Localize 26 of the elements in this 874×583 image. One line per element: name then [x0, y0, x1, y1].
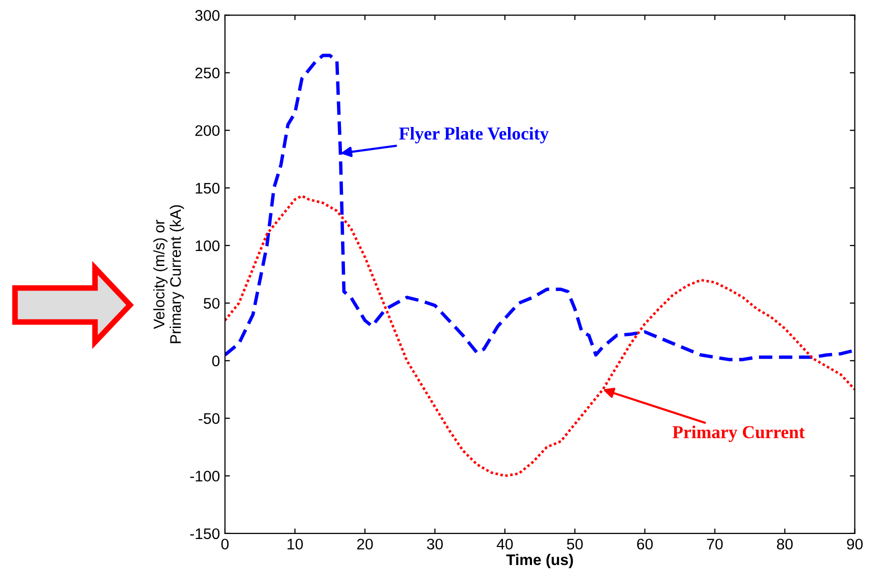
annotation: Flyer Plate Velocity: [399, 126, 549, 144]
annotation: Primary Current: [672, 426, 805, 442]
x-tick-label: 0: [221, 538, 229, 550]
y-tick-label: -50: [198, 413, 220, 424]
y-axis-title: Velocity (m/s) or Primary Current (kA): [153, 205, 184, 344]
x-axis-title: Time (us): [506, 554, 573, 568]
x-tick-label: 50: [566, 538, 583, 550]
line-series: [224, 194, 855, 478]
y-tick-label: 0: [212, 356, 220, 366]
x-tick-label: 30: [426, 538, 443, 550]
x-tick-label: 90: [846, 538, 863, 550]
y-tick-label: 150: [196, 182, 220, 194]
y-tick-label: 300: [195, 10, 220, 21]
y-tick-label: -100: [190, 470, 220, 482]
y-tick-label: 50: [204, 298, 220, 309]
y-tick-label: 200: [195, 125, 220, 136]
x-tick-label: 80: [776, 538, 793, 550]
y-tick-label: 100: [196, 240, 220, 252]
y-tick-label: 250: [195, 68, 220, 78]
x-tick-label: 70: [707, 538, 723, 550]
x-tick-label: 10: [288, 538, 303, 550]
x-tick-label: 40: [496, 538, 513, 550]
y-tick-label: -150: [190, 528, 220, 540]
x-tick-label: 20: [357, 538, 373, 550]
x-tick-label: 60: [637, 538, 653, 550]
line-series: [224, 54, 855, 362]
